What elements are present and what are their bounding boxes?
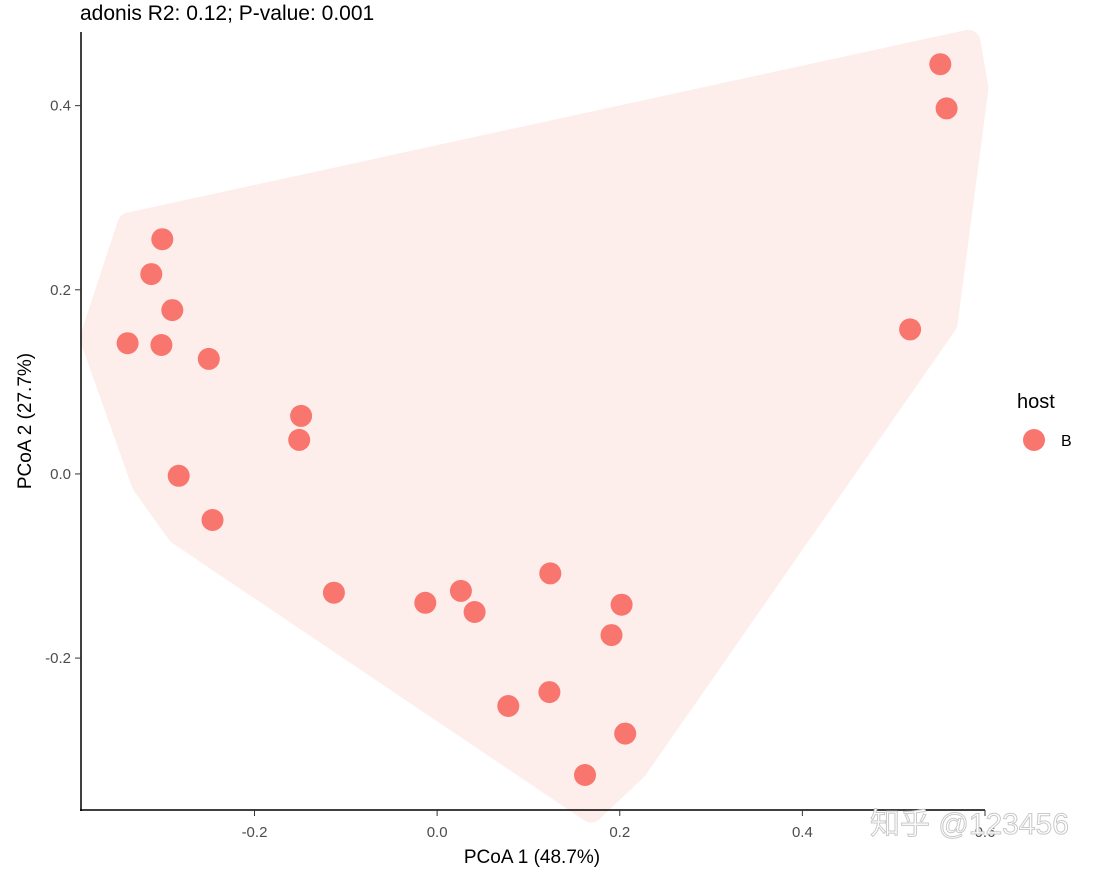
y-tick-label: 0.2 <box>50 282 71 299</box>
data-point <box>574 764 596 786</box>
x-axis-ticks: -0.2 0.0 0.2 0.4 0.6 <box>242 810 996 841</box>
x-tick-label: -0.2 <box>242 824 268 841</box>
data-point <box>161 299 184 322</box>
group-ellipse-b <box>79 29 989 823</box>
x-tick-label: 0.0 <box>427 824 448 841</box>
data-point <box>167 464 190 487</box>
y-axis-title: PCoA 2 (27.7%) <box>15 353 36 489</box>
data-point <box>449 579 472 602</box>
data-point <box>614 722 637 745</box>
watermark-text: 知乎 @123456 <box>870 808 1069 841</box>
data-point <box>150 334 173 356</box>
points-layer <box>116 53 958 786</box>
data-point <box>610 593 633 616</box>
legend-title: host <box>1017 391 1055 413</box>
data-point <box>290 404 313 427</box>
data-point <box>201 509 224 531</box>
legend-key-b <box>1023 429 1045 451</box>
y-tick-label: 0.0 <box>50 466 71 483</box>
data-point <box>539 562 562 585</box>
data-point <box>463 601 486 623</box>
data-point <box>151 228 174 251</box>
x-tick-label: 0.6 <box>975 824 996 841</box>
x-tick-label: 0.4 <box>792 824 813 841</box>
data-point <box>414 591 437 614</box>
chart-title: adonis R2: 0.12; P-value: 0.001 <box>80 2 374 25</box>
data-point <box>935 97 958 120</box>
data-point <box>140 263 163 286</box>
legend: host B <box>1017 391 1072 451</box>
legend-label-b: B <box>1061 433 1072 450</box>
x-tick-label: 0.2 <box>609 824 630 841</box>
x-axis-title: PCoA 1 (48.7%) <box>464 847 600 868</box>
y-tick-label: -0.2 <box>45 650 71 667</box>
data-point <box>116 332 139 355</box>
y-tick-label: 0.4 <box>50 98 71 115</box>
data-point <box>899 318 922 341</box>
data-point <box>322 581 345 604</box>
ellipse-layer <box>79 29 989 823</box>
data-point <box>288 428 311 451</box>
data-point <box>497 695 520 717</box>
data-point <box>600 624 623 647</box>
data-point <box>538 681 561 704</box>
data-point <box>929 53 952 76</box>
y-axis-ticks: -0.2 0.0 0.2 0.4 <box>45 98 81 667</box>
data-point <box>197 347 220 370</box>
